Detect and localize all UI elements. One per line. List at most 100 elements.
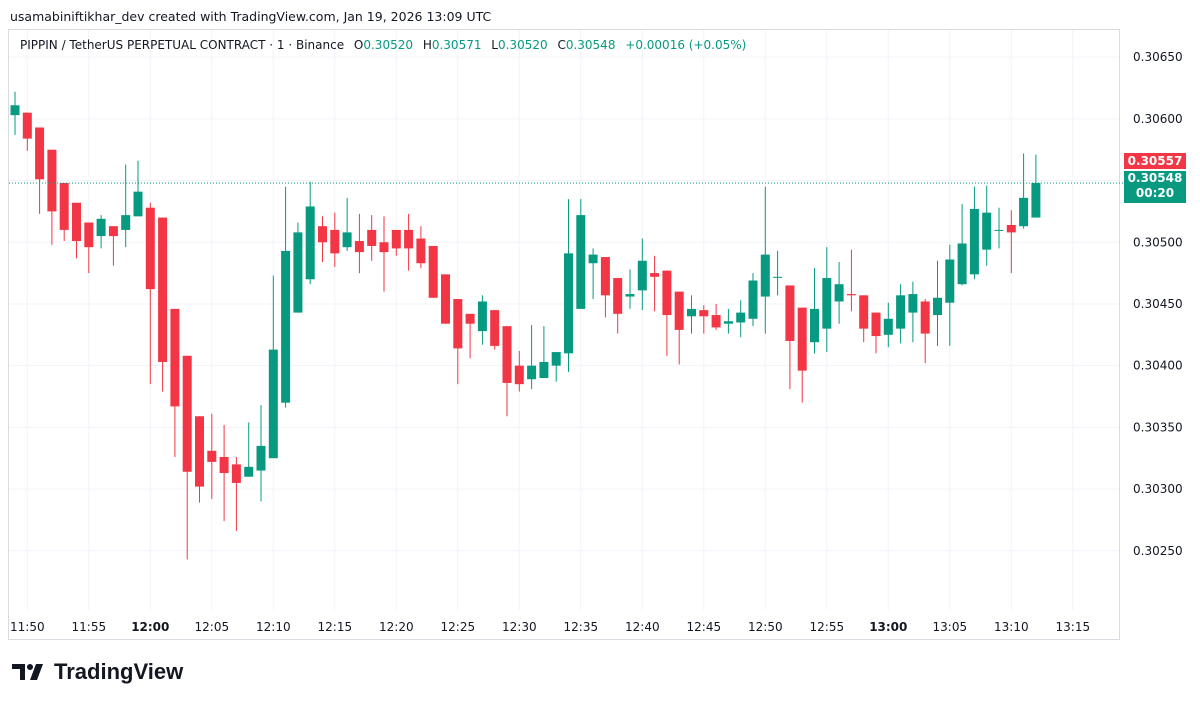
candle: [342, 197, 352, 251]
candle: [896, 284, 906, 344]
candle: [576, 199, 586, 309]
candle-body: [662, 270, 672, 316]
time-tick-label: 13:00: [869, 620, 907, 634]
candle: [367, 215, 377, 261]
low-value: 0.30520: [497, 38, 548, 52]
candle: [650, 255, 660, 312]
time-tick-label: 12:10: [256, 620, 291, 634]
candle-body: [810, 308, 819, 343]
candle-body: [1031, 183, 1041, 218]
candle: [379, 216, 389, 292]
candle-body: [957, 243, 967, 285]
candle-body: [367, 229, 377, 246]
candle-body: [834, 284, 844, 302]
candle-body: [35, 127, 45, 180]
candle-body: [564, 253, 573, 354]
candle: [588, 248, 598, 300]
candle-body: [945, 259, 955, 303]
candle: [96, 215, 106, 249]
candle-body: [22, 112, 32, 139]
price-tick-label: 0.30350: [1133, 420, 1183, 434]
candle-body: [637, 260, 647, 291]
candle-body: [625, 294, 635, 297]
candle-body: [465, 313, 475, 324]
candle-body: [330, 229, 340, 254]
candle-body: [576, 215, 586, 309]
candle: [736, 300, 746, 338]
candle: [699, 305, 709, 334]
candle: [207, 413, 217, 499]
close-value: 0.30548: [565, 38, 616, 52]
candle-body: [514, 365, 524, 385]
candle-body: [1019, 197, 1029, 227]
candle-body: [145, 207, 155, 290]
symbol-label: PIPPIN / TetherUS PERPETUAL CONTRACT · 1…: [20, 38, 345, 52]
candle-body: [687, 308, 696, 317]
ohlc-legend: PIPPIN / TetherUS PERPETUAL CONTRACT · 1…: [20, 38, 752, 52]
candle: [72, 202, 81, 259]
candle-body: [379, 242, 389, 253]
candle-body: [293, 232, 303, 313]
time-tick-label: 11:55: [72, 620, 107, 634]
candle: [268, 275, 278, 459]
time-tick-label: 12:40: [625, 620, 660, 634]
candle-body: [711, 315, 721, 328]
candle-body: [158, 217, 168, 362]
candle-body: [72, 202, 81, 242]
candle-body: [490, 310, 500, 346]
time-tick-label: 12:25: [441, 620, 476, 634]
candle-body: [982, 212, 992, 250]
candle-body: [404, 229, 414, 249]
candle: [22, 112, 32, 151]
time-axis[interactable]: 11:50 11:55 12:00 12:05 12:10 12:15 12:20 12:25…: [10, 620, 1090, 634]
time-tick-label: 13:15: [1056, 620, 1091, 634]
candle-body: [674, 291, 684, 330]
candle: [391, 229, 401, 256]
candle: [662, 270, 672, 356]
candle: [182, 355, 192, 560]
change-value: +0.00016 (+0.05%): [625, 38, 747, 52]
tradingview-logo[interactable]: TradingView: [12, 657, 183, 687]
time-tick-label: 13:10: [994, 620, 1029, 634]
candle-body: [354, 241, 364, 253]
candle-body: [182, 355, 192, 472]
candle-body: [47, 149, 57, 212]
candle-body: [933, 297, 942, 316]
current-price-tag: 0.30548 00:20: [1124, 171, 1186, 203]
time-tick-label: 12:30: [502, 620, 537, 634]
candle: [244, 422, 254, 477]
time-tick-label: 13:05: [933, 620, 968, 634]
candle: [465, 313, 475, 359]
candle: [957, 204, 967, 286]
time-tick-label: 12:45: [687, 620, 722, 634]
candle: [969, 186, 979, 280]
candle-body: [969, 208, 979, 275]
candle: [453, 299, 463, 385]
candle: [1006, 210, 1016, 274]
candle: [933, 260, 942, 346]
candle-body: [785, 285, 795, 341]
candle: [59, 183, 69, 242]
candle: [514, 350, 524, 392]
candle-body: [477, 301, 487, 332]
candle: [908, 281, 918, 343]
candle: [404, 213, 414, 271]
candle: [723, 308, 733, 334]
candle-body: [121, 215, 131, 230]
candle-body: [195, 416, 204, 487]
candle: [945, 244, 955, 346]
candle-body: [441, 274, 450, 324]
candle-body: [84, 222, 94, 248]
candle: [625, 269, 635, 309]
candle-body: [10, 105, 20, 116]
candle-body: [342, 232, 352, 248]
candle: [1019, 153, 1029, 229]
candle: [428, 245, 438, 298]
time-tick-label: 12:20: [379, 620, 414, 634]
candle: [846, 249, 856, 312]
price-axis[interactable]: 0.306500.306000.305500.305000.304500.304…: [1133, 50, 1183, 558]
chart-attribution: usamabiniftikhar_dev created with Tradin…: [10, 9, 492, 24]
chart-pane[interactable]: [8, 29, 1120, 640]
candle-body: [539, 361, 549, 378]
